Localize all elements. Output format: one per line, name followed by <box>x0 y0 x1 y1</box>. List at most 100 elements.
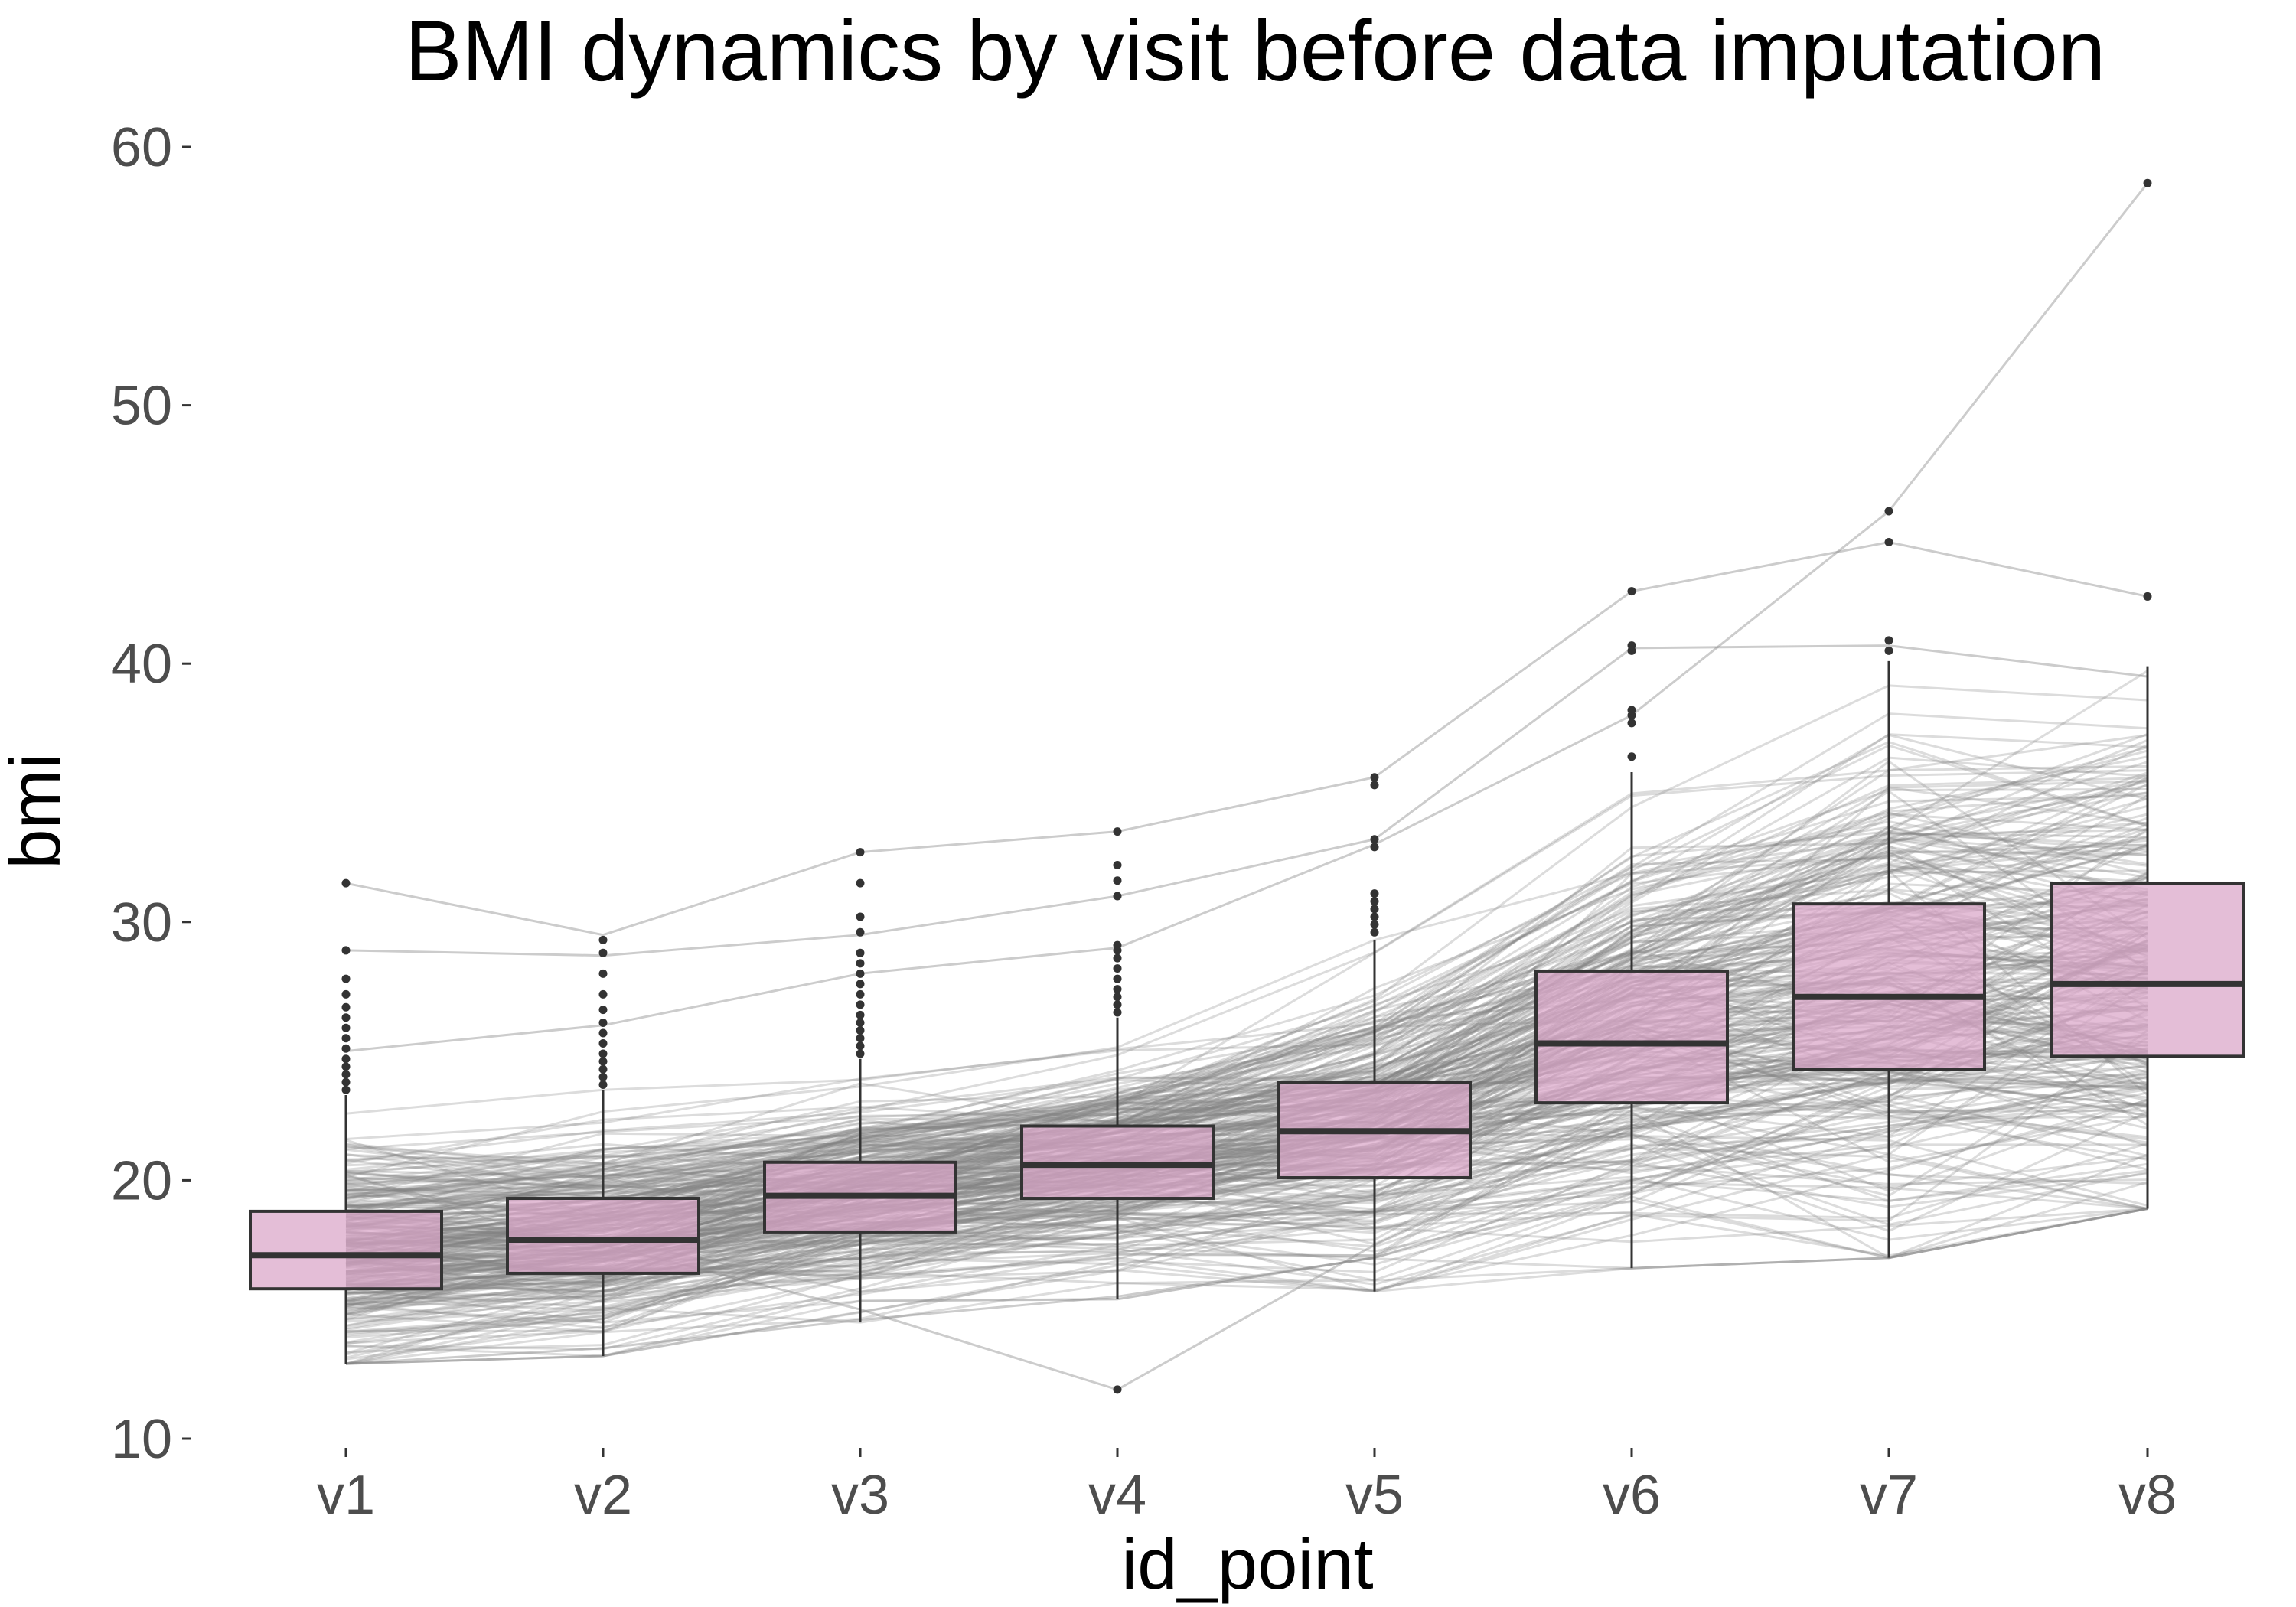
outlier-point <box>1113 861 1122 870</box>
outlier-point <box>598 1072 608 1081</box>
outlier-point <box>1370 889 1379 898</box>
outlier-point <box>1370 843 1379 852</box>
trajectory-line <box>345 813 2148 1165</box>
trajectory-line <box>345 825 2148 1203</box>
outlier-point <box>856 980 865 989</box>
outlier-point <box>1113 1385 1122 1394</box>
outlier-point <box>2143 592 2152 601</box>
box-iqr <box>1534 969 1729 1105</box>
outlier-point <box>1627 719 1636 728</box>
outlier-point <box>1113 1008 1122 1017</box>
boxplot-v6 <box>1534 587 1729 1269</box>
trajectory-line <box>345 836 2148 1171</box>
trajectory-line <box>345 1036 2148 1332</box>
y-axis: 10 20 30 40 50 60 <box>111 117 191 1470</box>
trajectory-line <box>345 1103 2148 1323</box>
outlier-point <box>1113 953 1122 963</box>
outlier-point <box>1370 773 1379 782</box>
outlier-point <box>1370 897 1379 906</box>
outlier-point <box>1370 920 1379 929</box>
boxplot-v3 <box>763 848 957 1323</box>
outlier-point <box>856 1026 865 1035</box>
outlier-point <box>341 1034 351 1043</box>
trajectory-line <box>345 846 2148 1195</box>
trajectory-line <box>345 1026 2148 1200</box>
trajectory-line <box>345 182 2149 1053</box>
outlier-point <box>341 1062 351 1071</box>
trajectory-line <box>345 794 2148 1171</box>
trajectory-line <box>345 839 2148 1188</box>
trajectory-line <box>345 755 2148 1227</box>
trajectory-line <box>345 829 2148 1213</box>
outlier-point <box>341 1023 351 1032</box>
boxplot-v5 <box>1277 773 1472 1292</box>
boxplot-v2 <box>506 935 700 1356</box>
outlier-point <box>598 1028 608 1038</box>
outlier-point <box>1370 835 1379 844</box>
trajectory-line <box>345 854 2148 1173</box>
trajectory-line <box>345 1029 2148 1192</box>
y-tick-label: 60 <box>111 117 172 178</box>
box-iqr <box>506 1197 700 1275</box>
x-tick-label: v6 <box>1603 1465 1661 1526</box>
trajectory-line <box>345 850 2148 1266</box>
trajectory-line <box>345 927 2148 1212</box>
trajectory-line <box>345 744 2148 1224</box>
outlier-point <box>1113 940 1122 950</box>
y-tick-label: 30 <box>111 892 172 953</box>
trajectory-line <box>345 1070 2148 1310</box>
outlier-point <box>598 1006 608 1015</box>
y-tick-label: 10 <box>111 1409 172 1470</box>
boxplot-v7 <box>1792 507 1986 1258</box>
trajectory-line <box>345 769 2148 1223</box>
trajectory-line <box>345 820 2148 1178</box>
trajectory-line <box>345 843 2148 1200</box>
trajectory-line <box>345 1104 2148 1365</box>
trajectory-line <box>345 1068 2148 1365</box>
trajectory-line <box>345 1099 2148 1301</box>
chart-title: BMI dynamics by visit before data imputa… <box>405 3 2105 99</box>
trajectory-line <box>345 1025 2148 1241</box>
trajectory-line <box>345 1110 2148 1165</box>
trajectory-line <box>345 744 2148 1186</box>
outlier-point <box>341 946 351 955</box>
outlier-point <box>1370 905 1379 914</box>
outlier-point <box>598 935 608 944</box>
trajectory-line <box>345 540 2148 937</box>
outlier-point <box>1113 876 1122 885</box>
trajectory-line <box>345 1087 2148 1344</box>
outlier-point <box>856 1018 865 1027</box>
trajectory-line <box>345 1208 2148 1293</box>
trajectory-line <box>345 836 2148 1244</box>
x-tick-label: v8 <box>2118 1465 2177 1526</box>
outlier-point <box>598 948 608 957</box>
trajectory-line <box>345 869 2148 1183</box>
outlier-point <box>1884 646 1893 655</box>
outlier-point <box>856 878 865 888</box>
x-tick-label: v5 <box>1345 1465 1404 1526</box>
trajectory-line <box>345 852 2148 1175</box>
x-tick-label: v7 <box>1860 1465 1918 1526</box>
outlier-point <box>1113 964 1122 973</box>
x-tick-label: v1 <box>317 1465 375 1526</box>
trajectory-line <box>345 1071 2148 1365</box>
trajectory-line <box>345 1050 2148 1324</box>
trajectory-line <box>345 644 2148 957</box>
boxplots <box>249 178 2245 1394</box>
trajectory-line <box>345 1181 2148 1295</box>
trajectory-line <box>345 1110 2148 1312</box>
x-tick-label: v3 <box>831 1465 889 1526</box>
trajectory-line <box>345 1153 2148 1293</box>
outlier-point <box>856 848 865 857</box>
outlier-point <box>1370 912 1379 921</box>
trajectory-line <box>345 740 2148 1115</box>
outlier-point <box>1884 507 1893 516</box>
outlier-point <box>598 1049 608 1058</box>
trajectory-line <box>345 931 2148 1365</box>
outlier-point <box>856 1000 865 1009</box>
trajectory-line <box>345 1146 2148 1302</box>
trajectory-line <box>345 778 2148 1193</box>
x-tick-label: v2 <box>574 1465 632 1526</box>
outlier-point <box>856 1010 865 1019</box>
